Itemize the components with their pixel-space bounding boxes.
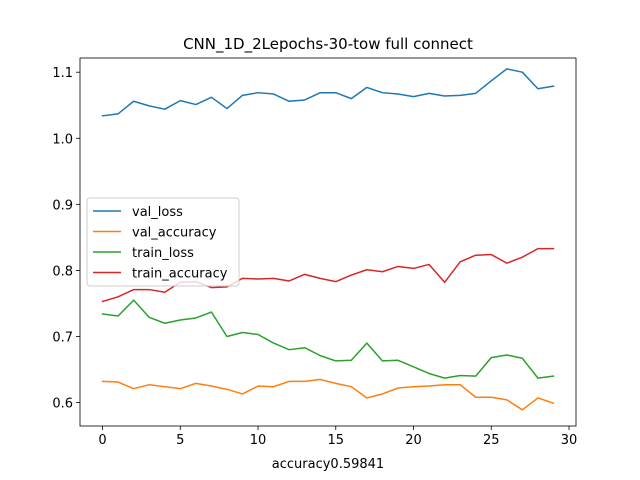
y-tick-label: 0.7 — [52, 330, 73, 345]
series-line-val-accuracy — [101, 378, 555, 411]
y-tick-label: 0.8 — [52, 264, 73, 279]
x-tick-label: 5 — [176, 433, 184, 448]
x-tick-label: 0 — [98, 433, 106, 448]
legend-label-train-accuracy: train_accuracy — [132, 267, 228, 282]
legend-label-val-accuracy: val_accuracy — [132, 226, 217, 241]
x-tick-label: 20 — [405, 433, 422, 448]
series-line-val-loss — [101, 68, 555, 117]
legend-box — [86, 197, 240, 287]
series-line-train-loss — [101, 299, 555, 379]
x-tick-label: 25 — [483, 433, 500, 448]
axes-frame — [79, 57, 577, 427]
legend-label-train-loss: train_loss — [132, 246, 194, 261]
plot-area: 0 5 10 15 20 25 30 0.6 0.7 0.8 0.9 1.0 1.1 val_lossva… — [52, 57, 578, 448]
chart-title: CNN_1D_2Lepochs-30-tow full connect — [183, 35, 473, 54]
x-tick-label: 30 — [561, 433, 578, 448]
y-tick-label: 1.1 — [52, 66, 73, 81]
x-axis-label: accuracy0.59841 — [272, 457, 384, 472]
x-tick-label: 10 — [250, 433, 267, 448]
y-tick-label: 1.0 — [52, 132, 73, 147]
legend-label-val-loss: val_loss — [132, 205, 183, 220]
y-tick-label: 0.9 — [52, 198, 73, 213]
y-tick-label: 0.6 — [52, 397, 73, 412]
x-tick-label: 15 — [328, 433, 345, 448]
